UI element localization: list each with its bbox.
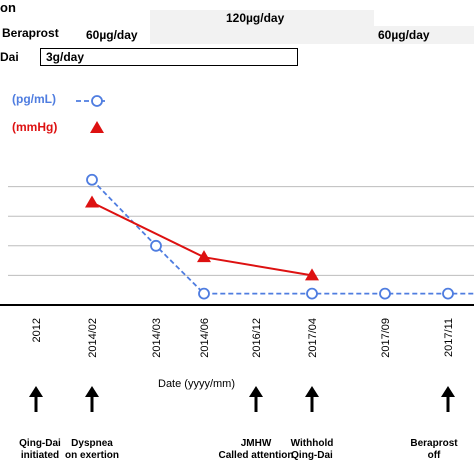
x-tick-label: 2014/06 [199,318,211,358]
event-annotation-line2: initiated [20,450,60,461]
beraprost-dose-bar-120 [150,10,374,44]
data-point-pgml [379,287,391,300]
x-tick-label: 2017/09 [380,318,392,358]
event-arrow-head [85,386,99,397]
event-annotation-line2: Called attention [218,450,294,461]
event-arrow-head [305,386,319,397]
beraprost-label: Beraprost [2,26,59,40]
x-axis-label: Date (yyyy/mm) [158,378,235,390]
dose-60-late: 60µg/day [378,28,430,42]
legend-label-mmhg: (mmHg) [12,120,58,134]
data-point-pgml [306,287,318,300]
data-point-mmhg [197,250,211,263]
legend-marker-mmhg [90,121,104,133]
beraprost-dose-bar-60-late [374,26,474,44]
event-annotation-line1: Dyspnea [71,438,113,449]
event-annotation-line1: Qing-Dai [19,438,61,449]
dose-qingdai: 3g/day [46,50,85,64]
series-line-0 [91,179,474,295]
x-tick-label: 2017/04 [307,318,319,358]
legend-marker-pgml [91,95,103,107]
event-arrow-head [249,386,263,397]
event-annotation-line1: Withhold [290,438,334,449]
event-annotation-line2: on exertion [65,450,119,461]
event-annotation-line2: off [427,450,441,461]
dose-120: 120µg/day [226,11,285,25]
event-arrow-head [441,386,455,397]
event-annotation-line1: Beraprost [410,438,458,449]
series-line-1 [91,201,313,277]
event-annotation: Beraprost off [394,438,474,462]
event-annotation: Dyspnea on exertion [52,438,132,462]
x-tick-label: 2017/11 [443,318,455,357]
event-annotation: Qing-Dai initiated [0,438,80,462]
event-annotation: Withhold Qing-Dai [272,438,352,462]
qingdai-dose-bar [40,48,298,66]
data-point-pgml [150,239,162,252]
data-point-mmhg [85,195,99,208]
event-arrow-head [29,386,43,397]
x-tick-label: 2012 [31,318,43,342]
x-tick-label: 2014/02 [87,318,99,358]
event-annotation: JMHW Called attention [216,438,296,462]
qingdai-label: Dai [0,50,19,64]
dose-60-early: 60µg/day [86,28,138,42]
event-annotation-line1: JMHW [240,438,272,449]
event-annotation-line2: Qing-Dai [291,450,333,461]
legend-label-pgml: (pg/mL) [12,92,56,106]
data-point-pgml [198,287,210,300]
x-tick-label: 2014/03 [151,318,163,358]
data-point-pgml [442,287,454,300]
data-point-mmhg [305,268,319,281]
data-point-pgml [86,173,98,186]
x-tick-label: 2016/12 [251,318,263,358]
clipped-title: on [0,0,16,15]
